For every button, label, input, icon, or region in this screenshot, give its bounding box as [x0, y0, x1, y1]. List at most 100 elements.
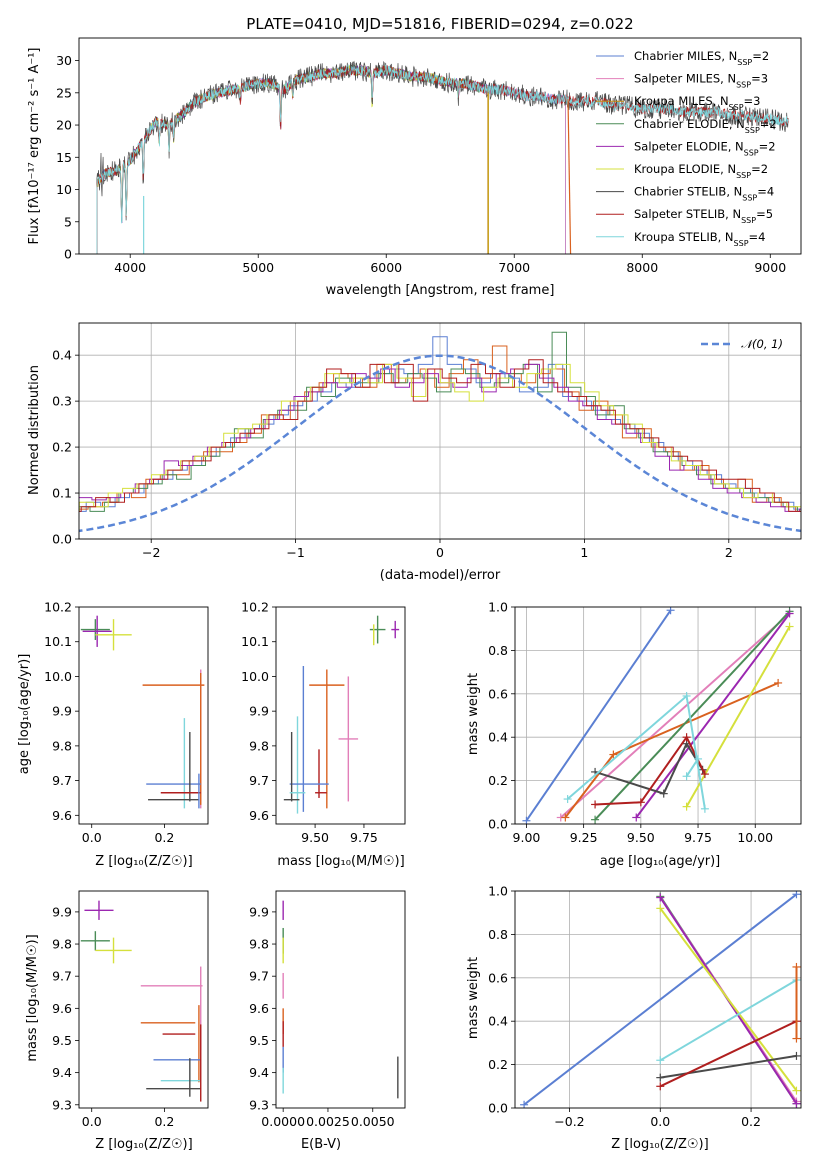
y-tick-label: 0.4 [488, 730, 508, 745]
y-tick-label: 9.6 [52, 808, 72, 823]
y-tick-label: 0.0 [488, 817, 508, 832]
y-tick-label: 9.7 [52, 773, 72, 788]
y-tick-label: 9.7 [52, 969, 72, 984]
x-tick-label: 5000 [242, 260, 274, 275]
y-tick-label: 0.8 [488, 927, 508, 942]
weight-line [560, 612, 791, 819]
x-tick-label: 9.75 [350, 830, 378, 845]
spectrum-model-line [117, 65, 489, 254]
weight-line [685, 626, 791, 808]
y-tick-label: 5 [64, 214, 72, 229]
x-tick-label: −2 [142, 545, 160, 560]
y-tick-label: 10.1 [44, 634, 72, 649]
y-tick-label: 9.8 [52, 738, 72, 753]
legend-entry: Salpeter MILES, NSSP=3 [634, 72, 768, 90]
y-tick-label: 10.1 [241, 634, 269, 649]
y-tick-label: 9.7 [249, 969, 269, 984]
axes-frame [514, 606, 802, 825]
y-tick-label: 9.9 [52, 704, 72, 719]
y-tick-label: 9.6 [52, 1001, 72, 1016]
y-tick-label: 9.3 [52, 1097, 72, 1112]
spectrum-model-line [117, 64, 489, 254]
ageZ-ylabel: age [log₁₀(age/yr)] [17, 654, 32, 775]
x-tick-label: 0.0025 [306, 1114, 350, 1129]
y-tick-label: 9.4 [249, 1065, 269, 1080]
x-tick-label: 0 [436, 545, 444, 560]
y-tick-label: 9.9 [52, 904, 72, 919]
x-tick-label: −1 [286, 545, 304, 560]
y-tick-label: 1.0 [488, 884, 508, 899]
y-tick-label: 15 [56, 150, 72, 165]
massZ-ylabel: mass [log₁₀(M/M☉)] [25, 934, 40, 1061]
weight-line [660, 1054, 797, 1079]
x-tick-label: 0.2 [154, 1114, 174, 1129]
histogram-step [79, 363, 801, 512]
histogram-step [79, 345, 801, 512]
spectrum-model-line [117, 64, 489, 254]
errorbar-group [80, 900, 203, 1102]
mass-vs-extinction-panel: E(B-V) 0.0000 0.0025 0.0050 9.3 9.4 9.5 9.6 9.7… [249, 890, 406, 1152]
y-tick-label: 9.7 [249, 773, 269, 788]
y-tick-label: 9.9 [249, 904, 269, 919]
y-tick-label: 9.3 [249, 1097, 269, 1112]
y-tick-label: 0 [64, 247, 72, 262]
y-tick-label: 0.0 [52, 532, 72, 547]
histogram-step [79, 336, 801, 512]
y-tick-label: 9.6 [249, 1001, 269, 1016]
y-tick-label: 9.8 [249, 937, 269, 952]
weight-series [522, 607, 794, 824]
wZ-xlabel: Z [log₁₀(Z/Z☉)] [611, 1137, 708, 1152]
weight-vs-metallicity-panel: Z [log₁₀(Z/Z☉)] mass weight −0.2 0.0 0.2 0.… [466, 884, 802, 1152]
y-tick-label: 0.6 [488, 686, 508, 701]
spectrum-title: PLATE=0410, MJD=51816, FIBERID=0294, z=0… [246, 15, 633, 33]
x-tick-label: 0.0 [82, 830, 102, 845]
weight-line [635, 612, 791, 819]
normal-curve [79, 354, 801, 533]
x-tick-label: 7000 [498, 260, 530, 275]
x-tick-label: 0.0 [82, 1114, 102, 1129]
weight-vs-age-panel: age [log₁₀(age/yr)] mass weight 9.00 9.25… [466, 600, 802, 869]
weight-series [520, 891, 801, 1108]
axes-frame [275, 890, 406, 1109]
errorbar-group [283, 615, 400, 814]
wZ-ylabel: mass weight [466, 957, 481, 1039]
y-tick-label: 10.2 [44, 600, 72, 615]
y-tick-label: 0.1 [52, 486, 72, 501]
y-tick-label: 0.2 [488, 1057, 508, 1072]
x-tick-label: 4000 [114, 260, 146, 275]
y-tick-label: 20 [56, 118, 72, 133]
spectrum-panel: PLATE=0410, MJD=51816, FIBERID=0294, z=0… [27, 15, 802, 298]
y-tick-label: 0.8 [488, 643, 508, 658]
y-tick-label: 10.0 [241, 669, 269, 684]
histogram-series [79, 331, 801, 533]
x-tick-label: 0.0 [650, 1114, 670, 1129]
weight-line [659, 1020, 797, 1088]
weight-line [525, 609, 672, 822]
residual-ylabel: Normed distribution [27, 365, 42, 495]
weight-line [659, 907, 798, 1092]
x-tick-label: 9.50 [627, 830, 655, 845]
y-tick-label: 9.8 [52, 937, 72, 952]
y-tick-label: 9.4 [52, 1065, 72, 1080]
x-tick-label: 0.0050 [351, 1114, 395, 1129]
y-tick-label: 0.0 [488, 1101, 508, 1116]
legend-entry: Salpeter ELODIE, NSSP=2 [634, 139, 776, 157]
y-tick-label: 1.0 [488, 600, 508, 615]
wAge-xlabel: age [log₁₀(age/yr)] [600, 854, 721, 869]
axes-frame [514, 890, 802, 1109]
y-tick-label: 9.5 [249, 1033, 269, 1048]
histogram-step [79, 331, 801, 512]
x-tick-label: 0.2 [154, 830, 174, 845]
y-tick-label: 9.5 [52, 1033, 72, 1048]
axes-frame [78, 890, 209, 1109]
errorbar-group [282, 900, 399, 1099]
x-tick-label: 9000 [754, 260, 786, 275]
x-tick-label: 9.50 [301, 830, 329, 845]
x-tick-label: 9.00 [513, 830, 541, 845]
weight-line [594, 741, 704, 795]
x-tick-label: 2 [725, 545, 733, 560]
residual-xlabel: (data-model)/error [380, 568, 501, 583]
weight-line [594, 610, 791, 821]
spectrum-model-line [96, 63, 789, 254]
